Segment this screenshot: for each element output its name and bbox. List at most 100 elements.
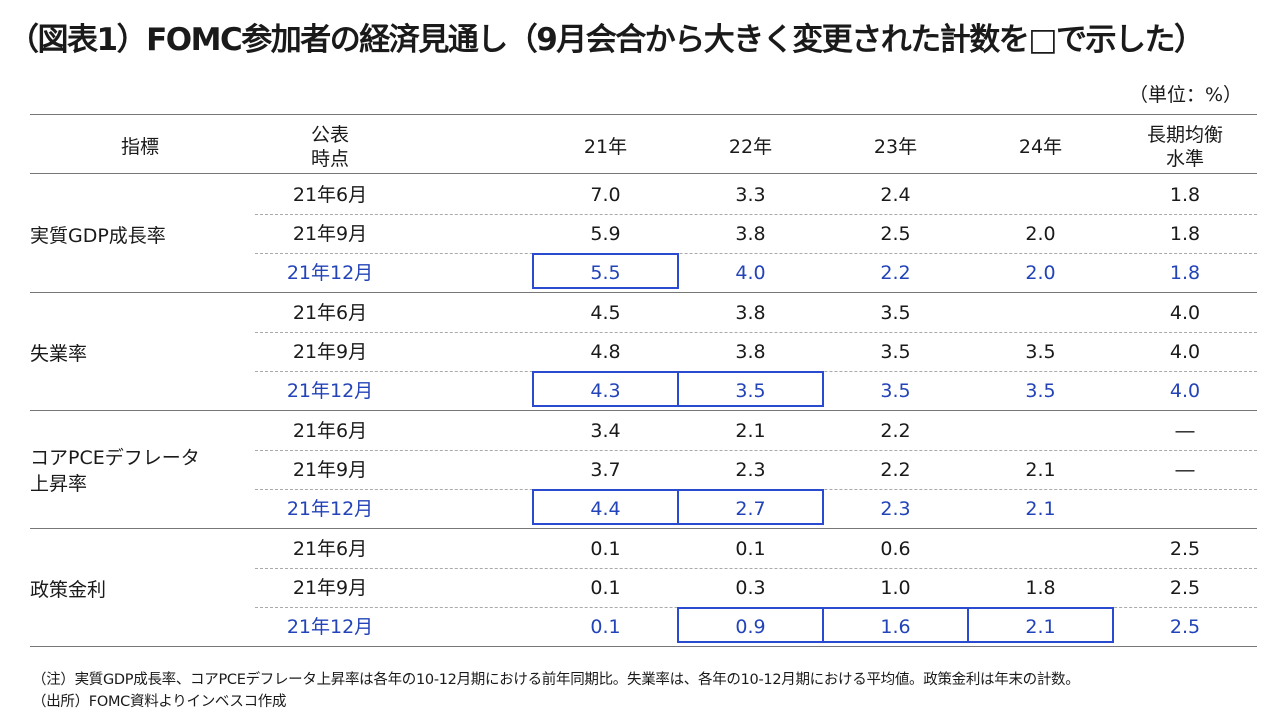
row-date-latest: 21年12月 — [286, 498, 374, 520]
row-date: 21年9月 — [292, 459, 368, 481]
header-published: 公表 時点 — [275, 123, 385, 171]
cell-value-latest: 2.0 — [1025, 262, 1056, 284]
cell-value — [968, 176, 1113, 215]
group-divider — [30, 528, 1257, 529]
cell-value-latest: 4.0 — [735, 262, 766, 284]
cell-value: 2.2 — [880, 420, 911, 442]
cell-value: ― — [1175, 459, 1195, 481]
cell-value: 3.5 — [1025, 341, 1056, 363]
cell-value-latest: 1.8 — [1169, 262, 1201, 284]
cell-value: 3.8 — [735, 302, 766, 324]
indicator-gdp: 実質GDP成長率 — [30, 223, 166, 249]
cell-value: 2.0 — [1025, 223, 1056, 245]
highlight-box — [677, 607, 824, 643]
cell-value-latest: 3.5 — [735, 380, 766, 402]
header-longrun: 長期均衡 水準 — [1113, 123, 1257, 171]
cell-value: 0.1 — [735, 538, 766, 560]
group-divider — [30, 410, 1257, 411]
row-divider — [255, 568, 1257, 569]
cell-value-latest: 0.9 — [735, 616, 766, 638]
cell-value: 1.8 — [1025, 577, 1056, 599]
header-longrun-line1: 長期均衡 — [1146, 124, 1223, 146]
indicator-policy-rate-line1: 政策金利 — [30, 579, 107, 601]
cell-value-latest: 0.1 — [590, 616, 621, 638]
table-bottom-rule — [30, 646, 1257, 647]
cell-value-latest: 4.0 — [1169, 380, 1201, 402]
cell-value: 2.1 — [735, 420, 766, 442]
cell-value: 4.0 — [1169, 341, 1201, 363]
forecast-table: 指標 公表 時点 21年 22年 23年 24年 長期均衡 水準 実質GDP成長… — [30, 114, 1257, 647]
cell-value: 3.8 — [735, 341, 766, 363]
row-divider — [255, 214, 1257, 215]
row-divider — [255, 332, 1257, 333]
cell-value: 2.2 — [880, 459, 911, 481]
cell-value: 2.3 — [735, 459, 766, 481]
cell-value-latest: 2.7 — [735, 498, 766, 520]
cell-value-latest: 5.5 — [590, 262, 621, 284]
header-published-line1: 公表 — [310, 124, 349, 146]
highlight-box — [532, 489, 679, 525]
cell-value: 0.1 — [590, 577, 621, 599]
indicator-unemployment: 失業率 — [30, 341, 87, 367]
highlight-box — [967, 607, 1114, 643]
highlight-box — [532, 253, 679, 289]
indicator-gdp-line1: 実質GDP成長率 — [30, 225, 166, 247]
cell-value — [968, 294, 1113, 333]
row-date: 21年9月 — [292, 577, 368, 599]
cell-value: 3.8 — [735, 223, 766, 245]
row-date: 21年6月 — [292, 302, 368, 324]
cell-value: 3.4 — [590, 420, 621, 442]
row-date: 21年6月 — [292, 538, 368, 560]
table-top-rule — [30, 114, 1257, 115]
cell-value-latest: 2.5 — [1169, 616, 1201, 638]
cell-value-latest: 2.2 — [880, 262, 911, 284]
highlight-box — [532, 371, 679, 407]
cell-value: 2.5 — [880, 223, 911, 245]
indicator-core-pce-line2: 上昇率 — [30, 473, 88, 495]
cell-value-latest: 4.4 — [590, 498, 621, 520]
cell-value-latest — [1113, 490, 1257, 529]
row-divider — [255, 253, 1257, 254]
cell-value: 4.5 — [590, 302, 621, 324]
header-published-line2: 時点 — [310, 148, 349, 170]
group-divider — [30, 292, 1257, 293]
footnote: （注）実質GDP成長率、コアPCEデフレータ上昇率は各年の10-12月期における… — [32, 672, 1080, 688]
highlight-box — [677, 371, 824, 407]
cell-value: 3.7 — [590, 459, 621, 481]
row-date: 21年9月 — [292, 223, 368, 245]
header-23: 23年 — [873, 136, 918, 158]
cell-value: 2.5 — [1169, 538, 1201, 560]
cell-value-latest: 2.1 — [1025, 616, 1056, 638]
cell-value: 4.8 — [590, 341, 621, 363]
header-24: 24年 — [1018, 136, 1063, 158]
cell-value: 4.0 — [1169, 302, 1201, 324]
cell-value: 1.0 — [880, 577, 911, 599]
cell-value: 1.8 — [1169, 184, 1201, 206]
indicator-policy-rate: 政策金利 — [30, 577, 106, 603]
cell-value: 2.1 — [1025, 459, 1056, 481]
header-longrun-line2: 水準 — [1165, 148, 1204, 170]
cell-value: 3.5 — [880, 302, 911, 324]
cell-value: 2.4 — [880, 184, 911, 206]
header-bottom-rule — [30, 173, 1257, 174]
source-note: （出所）FOMC資料よりインベスコ作成 — [32, 694, 287, 710]
cell-value: 3.5 — [880, 341, 911, 363]
header-22: 22年 — [728, 136, 773, 158]
row-date: 21年6月 — [292, 184, 368, 206]
row-date-latest: 21年12月 — [286, 380, 374, 402]
unit-label: （単位：%） — [1128, 84, 1242, 106]
cell-value — [968, 530, 1113, 569]
cell-value: 0.3 — [735, 577, 766, 599]
header-indicator: 指標 — [120, 136, 159, 158]
cell-value: 0.6 — [880, 538, 911, 560]
indicator-core-pce: コアPCEデフレータ 上昇率 — [30, 445, 200, 497]
cell-value — [968, 412, 1113, 451]
cell-value: 5.9 — [590, 223, 621, 245]
cell-value-latest: 3.5 — [1025, 380, 1056, 402]
row-date: 21年6月 — [292, 420, 368, 442]
cell-value: 1.8 — [1169, 223, 1201, 245]
cell-value-latest: 1.6 — [880, 616, 911, 638]
cell-value: 2.5 — [1169, 577, 1201, 599]
cell-value-latest: 2.1 — [1025, 498, 1056, 520]
cell-value: 7.0 — [590, 184, 621, 206]
